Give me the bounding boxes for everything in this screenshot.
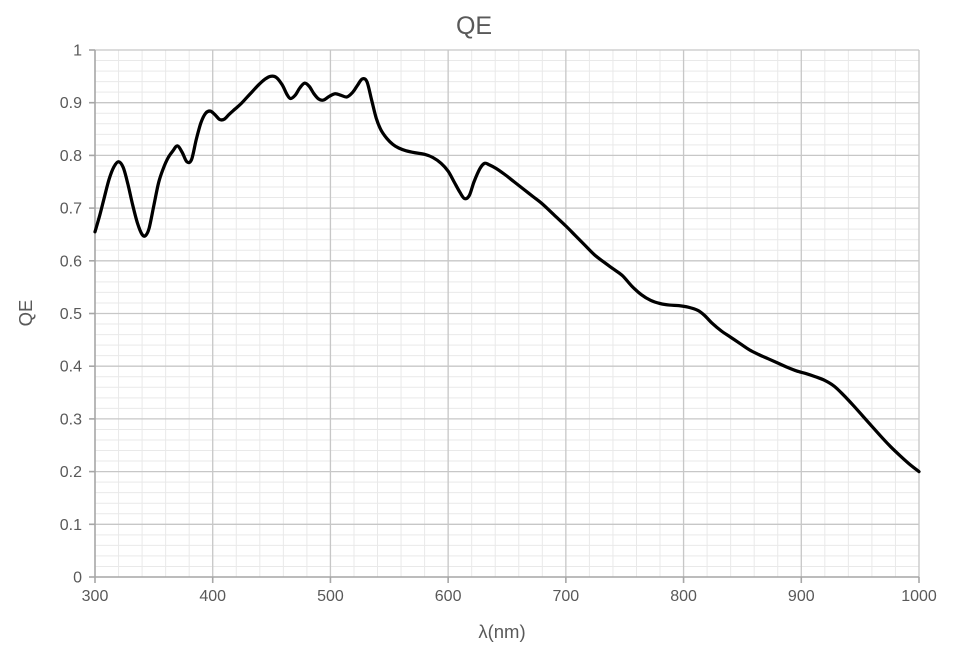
y-tick-labels: 0 0.1 0.2 0.3 0.4 0.5 0.6 0.7 0.8 0.9 1 xyxy=(60,43,82,587)
y-tick-label: 1 xyxy=(73,43,82,60)
y-tick-label: 0.1 xyxy=(60,517,82,534)
y-tick-label: 0.3 xyxy=(60,411,82,428)
chart-title: QE xyxy=(456,12,492,40)
x-tick-label: 400 xyxy=(199,588,226,605)
x-tick-label: 900 xyxy=(788,588,815,605)
x-tick-label: 1000 xyxy=(901,588,937,605)
x-tick-label: 300 xyxy=(82,588,109,605)
qe-series-line xyxy=(93,74,921,474)
x-tick-label: 800 xyxy=(670,588,697,605)
x-axis-title: λ(nm) xyxy=(478,621,525,642)
x-tick-label: 600 xyxy=(435,588,462,605)
major-gridlines xyxy=(95,49,920,577)
y-tick-label: 0.6 xyxy=(60,253,82,270)
x-tick-label: 500 xyxy=(317,588,344,605)
y-tick-label: 0.5 xyxy=(60,306,82,323)
axis-tick-marks xyxy=(89,49,920,583)
x-tick-labels: 300 400 500 600 700 800 900 1000 xyxy=(82,588,937,605)
y-tick-label: 0 xyxy=(73,570,82,587)
y-axis-title: QE xyxy=(15,300,36,327)
series-lines xyxy=(93,74,921,474)
y-tick-label: 0.8 xyxy=(60,148,82,165)
y-tick-label: 0.9 xyxy=(60,95,82,112)
y-tick-label: 0.4 xyxy=(60,359,82,376)
y-tick-label: 0.2 xyxy=(60,464,82,481)
y-tick-label: 0.7 xyxy=(60,201,82,218)
x-tick-label: 700 xyxy=(553,588,580,605)
